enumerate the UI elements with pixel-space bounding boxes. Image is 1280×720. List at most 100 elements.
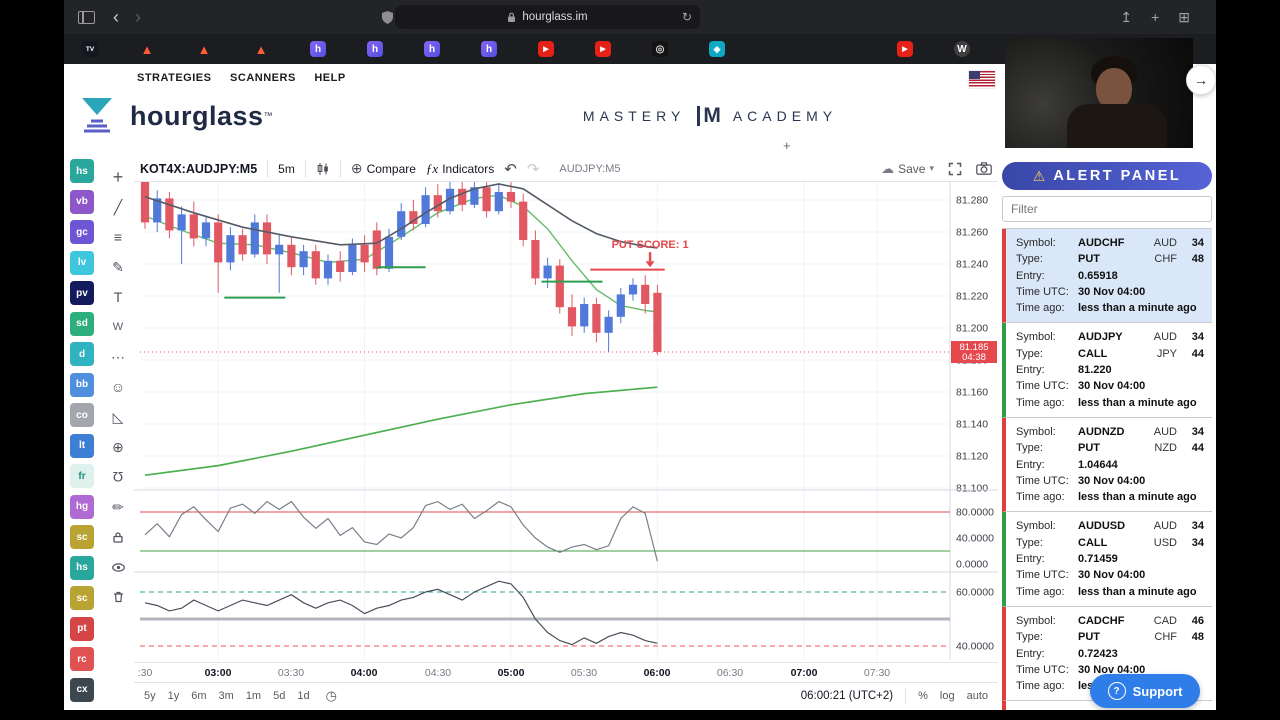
bookmark-hourglass[interactable]: h bbox=[481, 41, 497, 57]
time-utc-label: Time UTC: bbox=[1016, 663, 1069, 676]
percent-scale-button[interactable]: % bbox=[918, 689, 928, 702]
scanner-sd[interactable]: sd bbox=[70, 311, 94, 336]
log-scale-button[interactable]: log bbox=[939, 689, 955, 702]
goto-date-icon[interactable]: ◷ bbox=[325, 687, 337, 703]
eye-tool-icon[interactable] bbox=[104, 552, 132, 582]
bookmark-hourglass[interactable]: h bbox=[367, 41, 383, 57]
lock-tool-icon[interactable] bbox=[104, 522, 132, 552]
text-tool-icon[interactable]: T bbox=[113, 289, 123, 305]
range-6m[interactable]: 6m bbox=[191, 689, 207, 702]
scanner-hg[interactable]: hg bbox=[70, 494, 94, 519]
scanner-sc2[interactable]: sc bbox=[70, 586, 94, 610]
scanner-fr[interactable]: fr bbox=[70, 464, 94, 488]
auto-scale-button[interactable]: auto bbox=[966, 689, 988, 702]
scanner-d[interactable]: d bbox=[70, 342, 94, 366]
scanner-sc[interactable]: sc bbox=[70, 525, 94, 549]
redo-icon[interactable]: ↷ bbox=[526, 160, 540, 178]
forecast-tool-icon[interactable]: ⋯ bbox=[111, 348, 125, 365]
entry-value: 0.71459 bbox=[1078, 553, 1118, 566]
alert-card[interactable]: Symbol: AUDCHF Type: PUT Entry: 0.65918 Tim… bbox=[1002, 229, 1212, 324]
back-button[interactable]: ‹ bbox=[113, 7, 119, 27]
nav-strategies[interactable]: STRATEGIES bbox=[137, 72, 212, 84]
scanner-pv[interactable]: pv bbox=[70, 281, 94, 305]
bookmark-tradingview[interactable]: TV bbox=[82, 41, 98, 57]
range-1y[interactable]: 1y bbox=[167, 689, 180, 702]
forward-button[interactable]: › bbox=[135, 7, 141, 27]
bookmark-camera[interactable]: ◎ bbox=[652, 41, 668, 57]
bookmark-flame[interactable]: ▲ bbox=[254, 41, 268, 57]
scanner-hs2[interactable]: hs bbox=[70, 555, 94, 580]
privacy-shield-icon[interactable] bbox=[382, 11, 393, 24]
scanner-lt[interactable]: lt bbox=[70, 433, 94, 458]
range-1m[interactable]: 1m bbox=[245, 689, 262, 702]
bookmark-flame[interactable]: ▲ bbox=[197, 41, 211, 57]
price-chart[interactable]: 81.28081.26081.24081.22081.20081.18081.1… bbox=[134, 182, 998, 662]
save-button[interactable]: ☁ Save ▾ bbox=[881, 160, 934, 176]
candle-style-button[interactable] bbox=[316, 162, 330, 176]
tab-overview-icon[interactable]: ⊞ bbox=[1178, 8, 1190, 25]
measure-tool-icon[interactable]: ◺ bbox=[112, 408, 124, 425]
pencil-tool-icon[interactable]: ✏ bbox=[112, 498, 124, 515]
crosshair-tool-icon[interactable]: + bbox=[112, 166, 124, 187]
scanner-gc[interactable]: gc bbox=[70, 220, 94, 244]
emoji-tool-icon[interactable]: ☺ bbox=[110, 379, 126, 395]
scanner-co[interactable]: co bbox=[70, 403, 94, 427]
trash-tool-icon[interactable] bbox=[104, 582, 132, 612]
interval-button[interactable]: 5m bbox=[278, 161, 295, 176]
range-1d[interactable]: 1d bbox=[297, 689, 310, 702]
range-5d[interactable]: 5d bbox=[273, 689, 286, 702]
pattern-tool-icon[interactable]: W bbox=[112, 321, 124, 333]
bookm ark-hourglass[interactable]: h bbox=[310, 41, 326, 57]
fullscreen-icon[interactable] bbox=[948, 162, 962, 176]
sidebar-toggle-icon[interactable] bbox=[78, 10, 95, 24]
alert-card[interactable]: Symbol: AUDJPY Type: CALL Entry: 81.220 Tim… bbox=[1002, 323, 1212, 418]
bookmark-wordpress[interactable]: W bbox=[954, 41, 970, 57]
scanner-pt[interactable]: pt bbox=[70, 616, 94, 641]
share-icon[interactable]: ↥ bbox=[1120, 8, 1133, 25]
new-tab-icon[interactable]: + bbox=[1151, 9, 1160, 25]
bookmark-teal[interactable]: ◆ bbox=[709, 41, 725, 57]
zoom-in-tool-icon[interactable]: ⊕ bbox=[112, 438, 124, 455]
alert-card[interactable]: Symbol: AUDUSD Type: CALL Entry: 0.71459 Ti… bbox=[1002, 512, 1212, 607]
compare-button[interactable]: ⊕ Compare bbox=[350, 160, 416, 176]
bookmark-flame[interactable]: ▲ bbox=[140, 41, 154, 57]
address-bar[interactable]: hourglass.im ↻ bbox=[395, 5, 700, 29]
toolbar-right-icons: ↥ + ⊞ bbox=[1120, 0, 1190, 34]
scanner-rail: hs vb gc lv pv sd d bb co lt bbox=[70, 159, 94, 702]
bookmark-youtube[interactable]: ▶ bbox=[897, 41, 913, 57]
undo-icon[interactable]: ↶ bbox=[504, 160, 517, 178]
nav-help[interactable]: HELP bbox=[314, 72, 346, 84]
expand-arrow-button[interactable]: → bbox=[1186, 65, 1216, 95]
fib-retracement-tool-icon[interactable]: ≡ bbox=[113, 229, 123, 245]
trendline-tool-icon[interactable]: ╱ bbox=[113, 198, 123, 215]
scanner-rc[interactable]: rc bbox=[70, 647, 94, 671]
clock-time[interactable]: 06:00:21 (UTC+2) bbox=[800, 689, 894, 702]
svg-text:80.0000: 80.0000 bbox=[956, 507, 994, 519]
reload-icon[interactable]: ↻ bbox=[681, 10, 692, 24]
support-button[interactable]: ? Support bbox=[1090, 674, 1200, 708]
scanner-vb[interactable]: vb bbox=[70, 189, 94, 214]
scanner-cx[interactable]: cx bbox=[70, 677, 94, 702]
magnet-tool-icon[interactable]: Ω bbox=[112, 469, 124, 485]
range-5y[interactable]: 5y bbox=[144, 689, 156, 702]
scanner-bb[interactable]: bb bbox=[70, 372, 94, 397]
symbol-value: CHFJPY bbox=[1078, 709, 1121, 710]
us-flag-icon[interactable] bbox=[969, 71, 995, 88]
compare-icon: ⊕ bbox=[350, 160, 363, 176]
brand-logo[interactable]: hourglass™ bbox=[78, 95, 273, 137]
bookmark-youtube[interactable]: ▶ bbox=[595, 41, 611, 57]
bookmark-hourglass[interactable]: h bbox=[424, 41, 440, 57]
scanner-hs[interactable]: hs bbox=[70, 159, 94, 183]
scanner-lv[interactable]: lv bbox=[70, 250, 94, 275]
screenshot-camera-icon[interactable] bbox=[976, 162, 992, 175]
brush-tool-icon[interactable]: ✎ bbox=[112, 258, 124, 275]
range-3m[interactable]: 3m bbox=[218, 689, 234, 702]
bookmark-youtube[interactable]: ▶ bbox=[538, 41, 554, 57]
filter-input[interactable] bbox=[1002, 196, 1212, 222]
indicators-button[interactable]: ƒx Indicators bbox=[425, 160, 495, 176]
alert-card[interactable]: Symbol: AUDNZD Type: PUT Entry: 1.04644 Tim… bbox=[1002, 417, 1212, 513]
entry-label: Entry: bbox=[1016, 553, 1045, 566]
symbol-button[interactable]: KOT4X:AUDJPY:M5 bbox=[140, 161, 258, 176]
time-axis[interactable]: :30 03:00 03:30 04:00 04:30 05:00 05:30 … bbox=[134, 662, 998, 683]
nav-scanners[interactable]: SCANNERS bbox=[230, 72, 296, 84]
